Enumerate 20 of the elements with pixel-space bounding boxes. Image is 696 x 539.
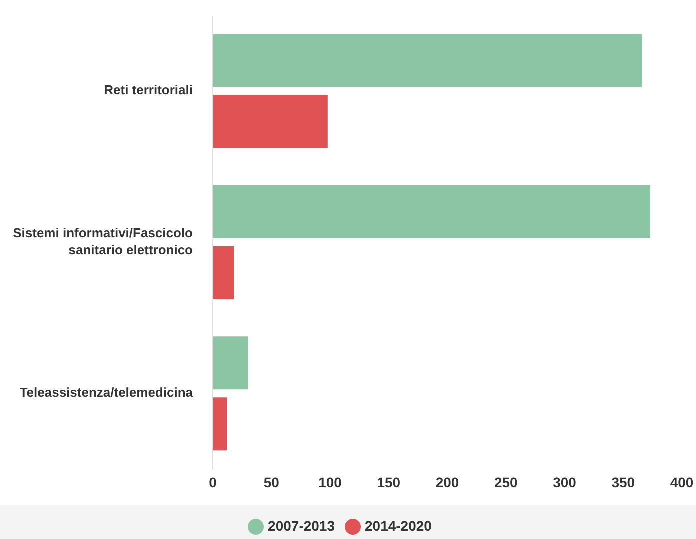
x-tick-label: 100 [318, 474, 342, 491]
x-tick-label: 0 [209, 474, 218, 491]
bar [213, 34, 642, 88]
bar [213, 95, 328, 148]
x-tick-label: 50 [264, 474, 280, 491]
y-tick-label: Reti territoriali [104, 83, 193, 98]
bar [213, 336, 248, 390]
bar [213, 246, 234, 300]
x-tick-label: 300 [553, 474, 577, 491]
x-tick-label: 400 [670, 474, 694, 491]
legend-label: 2014-2020 [365, 518, 432, 534]
x-tick-label: 350 [612, 474, 636, 491]
x-tick-label: 250 [494, 474, 518, 491]
x-tick-label: 200 [436, 474, 460, 491]
y-tick-label: Sistemi informativi/Fascicolo sanitario elettronico [13, 226, 194, 258]
y-tick-label: Teleassistenza/telemedicina [20, 386, 194, 401]
legend-label: 2007-2013 [268, 518, 335, 534]
bar [213, 185, 650, 238]
x-tick-label: 150 [377, 474, 401, 491]
bar [213, 398, 228, 451]
